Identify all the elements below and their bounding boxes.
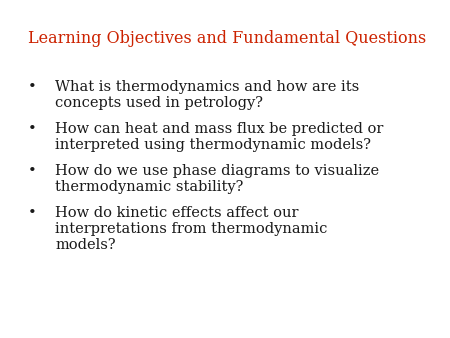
Text: What is thermodynamics and how are its: What is thermodynamics and how are its [55,80,359,94]
Text: •: • [28,206,37,220]
Text: interpretations from thermodynamic: interpretations from thermodynamic [55,222,328,236]
Text: Learning Objectives and Fundamental Questions: Learning Objectives and Fundamental Ques… [28,30,426,47]
Text: How do kinetic effects affect our: How do kinetic effects affect our [55,206,298,220]
Text: •: • [28,122,37,136]
Text: How can heat and mass flux be predicted or: How can heat and mass flux be predicted … [55,122,383,136]
Text: •: • [28,80,37,94]
Text: •: • [28,164,37,178]
Text: concepts used in petrology?: concepts used in petrology? [55,96,263,110]
Text: thermodynamic stability?: thermodynamic stability? [55,180,243,194]
Text: models?: models? [55,238,116,252]
Text: How do we use phase diagrams to visualize: How do we use phase diagrams to visualiz… [55,164,379,178]
Text: interpreted using thermodynamic models?: interpreted using thermodynamic models? [55,138,371,152]
